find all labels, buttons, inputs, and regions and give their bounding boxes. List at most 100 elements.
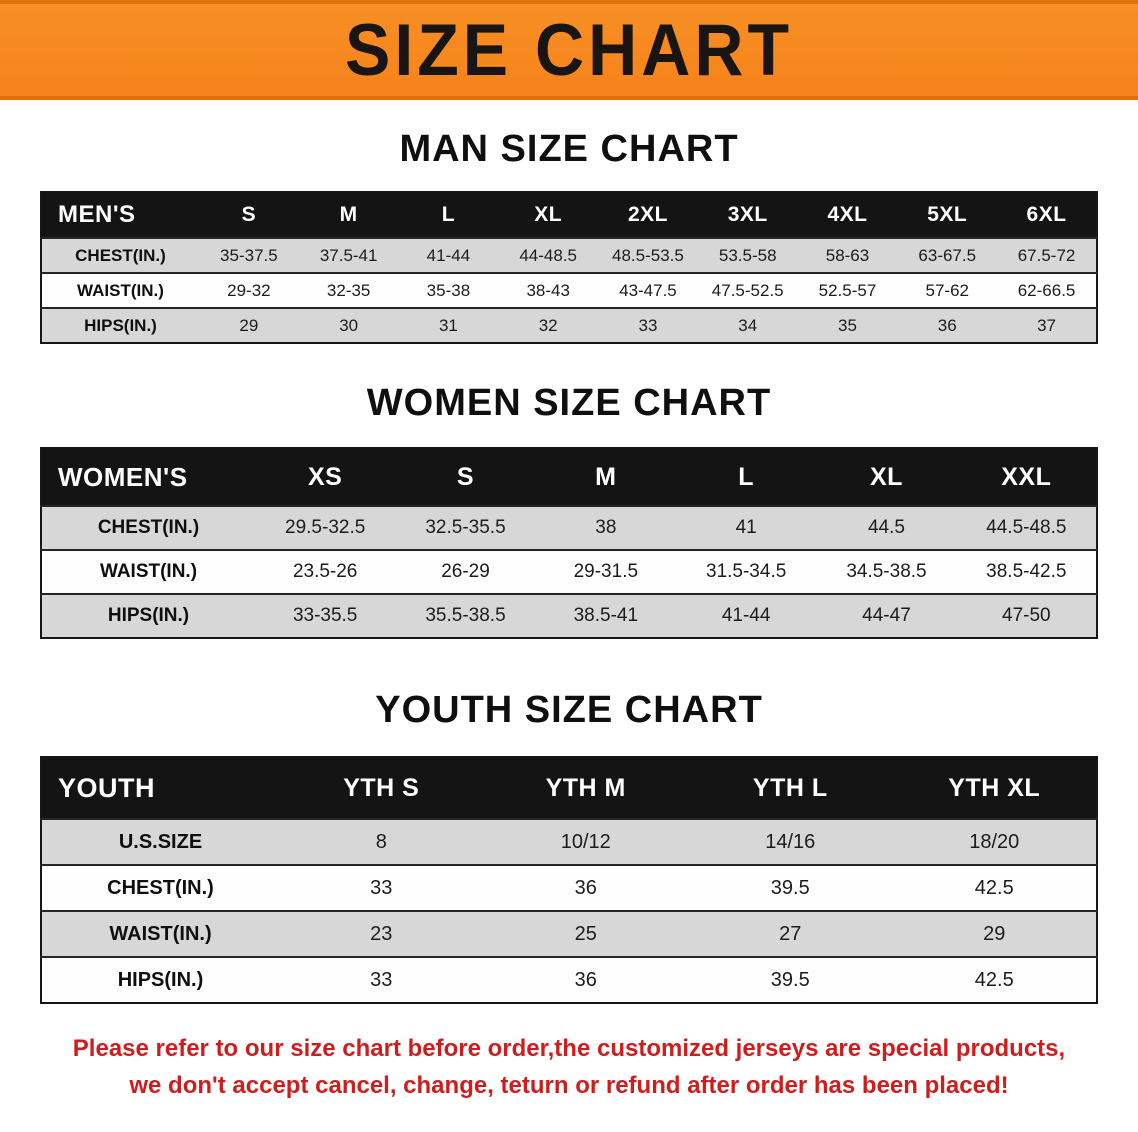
column-header: 2XL (598, 192, 698, 238)
page-title: SIZE CHART (345, 8, 793, 92)
row-label: HIPS(IN.) (41, 593, 255, 638)
table-cell: 63-67.5 (897, 237, 998, 273)
table-cell: 41-44 (675, 593, 817, 638)
table-cell: 47-50 (956, 593, 1097, 638)
row-label: CHEST(IN.) (41, 237, 199, 273)
table-cell: 35-38 (398, 272, 499, 308)
table-cell: 39.5 (688, 864, 893, 911)
column-header: M (535, 448, 676, 506)
table-cell: 38.5-42.5 (956, 549, 1097, 594)
column-header: YTH M (483, 757, 688, 819)
men-section-heading: MAN SIZE CHART (399, 128, 739, 170)
table-cell: 36 (483, 956, 688, 1003)
table-cell: 41 (675, 505, 817, 550)
table-cell: 44-48.5 (498, 237, 599, 273)
table-cell: 35.5-38.5 (395, 593, 536, 638)
column-header: XL (816, 448, 957, 506)
row-label: U.S.SIZE (41, 818, 279, 865)
women-size-table: WOMEN'S XS S M L XL XXL CHEST(IN.) 29.5-32.5 32.5… (40, 447, 1098, 639)
table-row: WAIST(IN.) 23 25 27 29 (41, 910, 1097, 957)
table-cell: 36 (897, 307, 998, 343)
row-label: HIPS(IN.) (41, 956, 279, 1003)
column-header: S (395, 448, 536, 506)
table-header-row: MEN'S S M L XL 2XL 3XL 4XL 5XL 6XL (41, 192, 1097, 238)
table-row: HIPS(IN.) 33-35.5 35.5-38.5 38.5-41 41-44 44-… (41, 593, 1097, 638)
table-cell: 29-31.5 (535, 549, 676, 594)
table-cell: 10/12 (483, 818, 688, 865)
table-cell: 32 (498, 307, 599, 343)
row-label: WAIST(IN.) (41, 272, 199, 308)
notice-line-2: we don't accept cancel, change, teturn o… (129, 1072, 1009, 1100)
column-header: YTH L (688, 757, 893, 819)
table-cell: 39.5 (688, 956, 893, 1003)
row-label: CHEST(IN.) (41, 864, 279, 911)
table-row: CHEST(IN.) 33 36 39.5 42.5 (41, 864, 1097, 911)
table-cell: 31 (398, 307, 499, 343)
table-title-cell: MEN'S (41, 192, 199, 238)
column-header: M (298, 192, 399, 238)
table-row: HIPS(IN.) 33 36 39.5 42.5 (41, 956, 1097, 1003)
table-cell: 18/20 (892, 818, 1097, 865)
youth-size-chart-section: YOUTH SIZE CHART YOUTH YTH S YTH M YTH L YTH… (0, 689, 1138, 1004)
table-cell: 57-62 (897, 272, 998, 308)
table-row: U.S.SIZE 8 10/12 14/16 18/20 (41, 818, 1097, 865)
table-cell: 42.5 (892, 956, 1097, 1003)
column-header: XL (498, 192, 599, 238)
table-row: HIPS(IN.) 29 30 31 32 33 34 35 36 37 (41, 307, 1097, 343)
table-cell: 35 (797, 307, 898, 343)
table-cell: 37.5-41 (298, 237, 399, 273)
table-cell: 35-37.5 (199, 237, 299, 273)
youth-size-table: YOUTH YTH S YTH M YTH L YTH XL U.S.SIZE 8 10/12… (40, 756, 1098, 1004)
table-cell: 27 (688, 910, 893, 957)
table-cell: 38-43 (498, 272, 599, 308)
table-cell: 34 (697, 307, 798, 343)
table-row: WAIST(IN.) 29-32 32-35 35-38 38-43 43-47.5 47.… (41, 272, 1097, 308)
table-cell: 58-63 (797, 237, 898, 273)
table-cell: 37 (997, 307, 1097, 343)
table-cell: 23.5-26 (255, 549, 396, 594)
women-section-heading: WOMEN SIZE CHART (366, 382, 772, 424)
column-header: XS (255, 448, 396, 506)
women-size-chart-section: WOMEN SIZE CHART WOMEN'S XS S M L XL XXL CHEST(… (0, 382, 1138, 639)
row-label: WAIST(IN.) (41, 549, 255, 594)
table-cell: 29 (199, 307, 299, 343)
column-header: XXL (956, 448, 1097, 506)
table-cell: 38 (535, 505, 676, 550)
table-cell: 33-35.5 (255, 593, 396, 638)
table-cell: 52.5-57 (797, 272, 898, 308)
table-cell: 42.5 (892, 864, 1097, 911)
table-cell: 32.5-35.5 (395, 505, 536, 550)
table-cell: 8 (279, 818, 484, 865)
table-cell: 29.5-32.5 (255, 505, 396, 550)
order-notice: Please refer to our size chart before or… (0, 1030, 1138, 1104)
column-header: S (199, 192, 299, 238)
table-cell: 44-47 (816, 593, 957, 638)
column-header: 4XL (797, 192, 898, 238)
table-cell: 34.5-38.5 (816, 549, 957, 594)
table-cell: 30 (298, 307, 399, 343)
table-cell: 47.5-52.5 (697, 272, 798, 308)
table-cell: 33 (598, 307, 698, 343)
column-header: L (675, 448, 817, 506)
column-header: YTH XL (892, 757, 1097, 819)
column-header: 5XL (897, 192, 998, 238)
table-row: CHEST(IN.) 35-37.5 37.5-41 41-44 44-48.5 48.5… (41, 237, 1097, 273)
table-cell: 31.5-34.5 (675, 549, 817, 594)
table-header-row: YOUTH YTH S YTH M YTH L YTH XL (41, 757, 1097, 819)
row-label: WAIST(IN.) (41, 910, 279, 957)
banner: SIZE CHART (0, 0, 1138, 100)
table-cell: 38.5-41 (535, 593, 676, 638)
row-label: HIPS(IN.) (41, 307, 199, 343)
table-cell: 32-35 (298, 272, 399, 308)
table-row: CHEST(IN.) 29.5-32.5 32.5-35.5 38 41 44.5 44.5… (41, 505, 1097, 550)
row-label: CHEST(IN.) (41, 505, 255, 550)
men-size-chart-section: MAN SIZE CHART MEN'S S M L XL 2XL 3XL 4XL 5XL 6XL… (0, 128, 1138, 344)
column-header: 6XL (997, 192, 1097, 238)
table-cell: 44.5-48.5 (956, 505, 1097, 550)
table-cell: 33 (279, 864, 484, 911)
table-cell: 33 (279, 956, 484, 1003)
men-size-table: MEN'S S M L XL 2XL 3XL 4XL 5XL 6XL CHEST(IN.) 35-37… (40, 191, 1098, 344)
table-cell: 43-47.5 (598, 272, 698, 308)
column-header: 3XL (697, 192, 798, 238)
